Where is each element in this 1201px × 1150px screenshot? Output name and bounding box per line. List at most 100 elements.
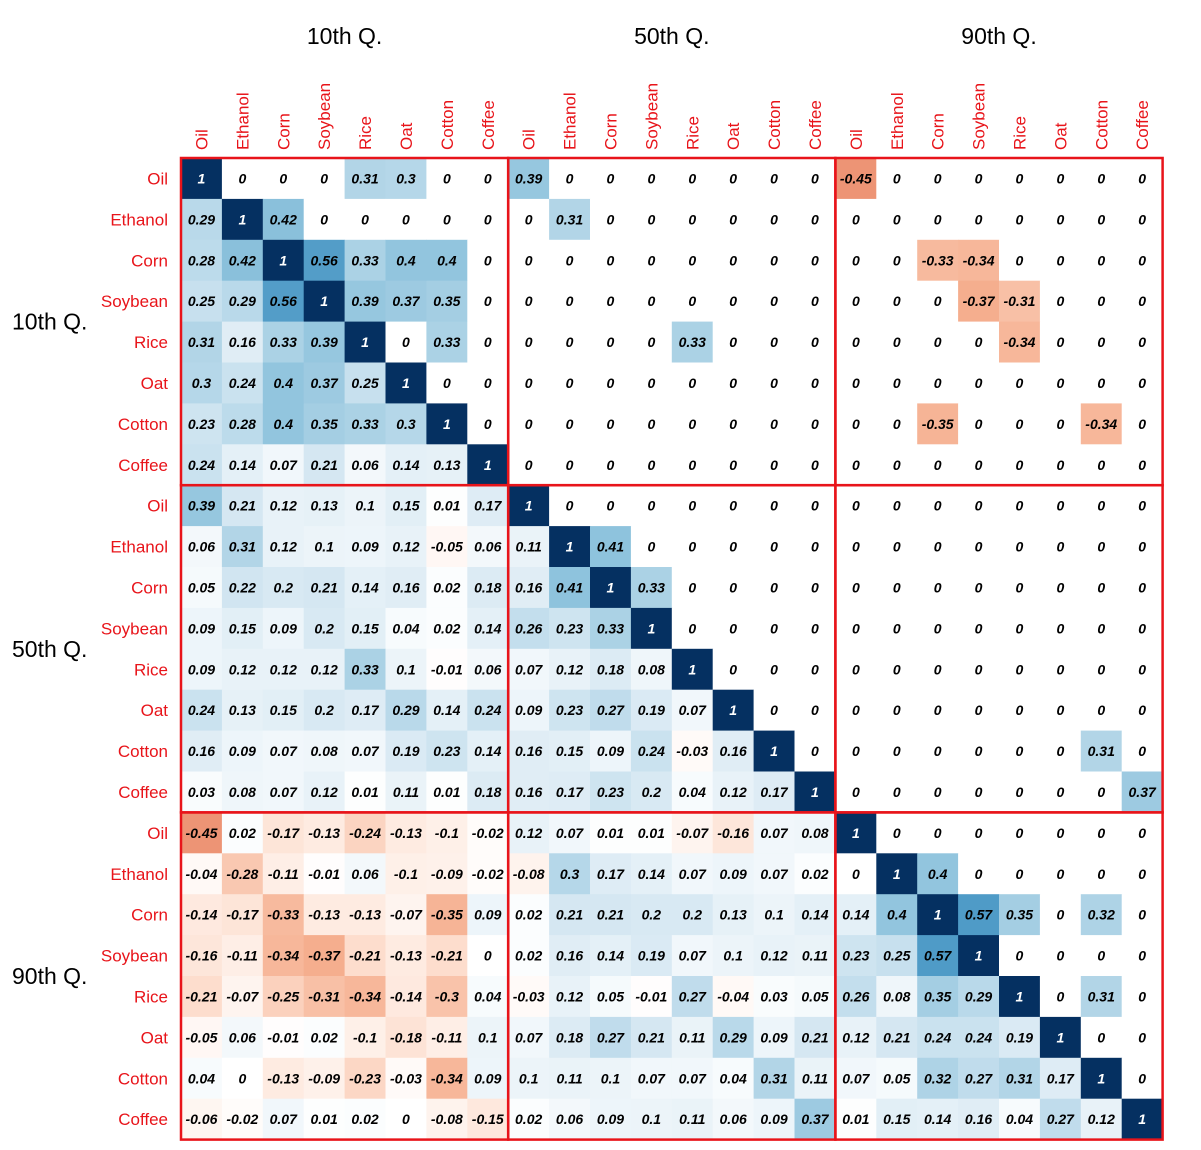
cell-value-label: 0 xyxy=(566,498,574,514)
heatmap-cell xyxy=(630,976,673,1018)
cell-value-label: 0.08 xyxy=(638,661,665,677)
heatmap-cell xyxy=(958,485,1000,527)
cell-value-label: 0.11 xyxy=(556,1070,582,1086)
heatmap-cell xyxy=(917,239,959,282)
heatmap-cell xyxy=(181,976,223,1018)
cell-value-label: 0 xyxy=(975,334,983,350)
heatmap-cell xyxy=(835,648,877,691)
heatmap-cell xyxy=(1039,976,1082,1018)
heatmap-cell xyxy=(1080,198,1123,241)
row-label: Soybean xyxy=(101,619,168,638)
cell-value-label: 0.03 xyxy=(760,988,787,1004)
cell-value-label: -0.1 xyxy=(435,825,459,841)
heatmap-cell xyxy=(385,280,427,322)
cell-value-label: 0 xyxy=(607,375,615,391)
cell-value-label: 0.14 xyxy=(433,702,460,718)
heatmap-cell-values: 1 0 0 0 0.31 0.3 0 0 0.39 0 0 0 0 0 0 0 -0.45 0 0 0 0 0 0 00.29… xyxy=(185,170,1156,1127)
cell-value-label: 0.26 xyxy=(842,988,869,1004)
heatmap-cell xyxy=(1080,730,1123,772)
cell-value-label: 0 xyxy=(811,743,819,759)
heatmap-cell xyxy=(999,853,1041,895)
heatmap-cell xyxy=(508,935,550,977)
cell-value-label: 0 xyxy=(893,211,901,227)
cell-value-label: 0 xyxy=(811,334,819,350)
heatmap-cell xyxy=(1039,567,1082,609)
heatmap-cell xyxy=(344,648,386,691)
heatmap-cell xyxy=(1080,485,1123,527)
heatmap-cell xyxy=(549,771,591,813)
cell-value-label: 0.4 xyxy=(274,375,294,391)
heatmap-cell xyxy=(303,567,345,609)
column-block-title: 10th Q. xyxy=(307,23,382,49)
cell-value-label: -0.08 xyxy=(513,866,545,882)
cell-value-label: 0 xyxy=(1138,702,1146,718)
cell-value-label: 0 xyxy=(811,539,819,555)
heatmap-cell xyxy=(794,239,836,282)
cell-value-label: -0.04 xyxy=(717,988,749,1004)
cell-value-label: -0.45 xyxy=(185,825,217,841)
heatmap-cell xyxy=(1039,158,1082,200)
heatmap-cell xyxy=(221,198,264,241)
column-label: Rice xyxy=(356,116,375,150)
heatmap-cell xyxy=(671,853,714,895)
cell-value-label: 0 xyxy=(1016,866,1024,882)
cell-value-label: -0.13 xyxy=(349,907,381,923)
cell-value-label: 0.12 xyxy=(556,661,583,677)
heatmap-cell xyxy=(508,362,550,404)
heatmap-cell xyxy=(221,648,264,691)
heatmap-cell xyxy=(181,526,223,568)
heatmap-cell xyxy=(876,321,918,363)
cell-value-label: 0 xyxy=(1097,948,1105,964)
heatmap-cell xyxy=(917,607,959,650)
heatmap-cell xyxy=(385,1057,427,1100)
heatmap-cell xyxy=(835,607,877,650)
cell-value-label: 0 xyxy=(607,293,615,309)
cell-value-label: 0.2 xyxy=(314,702,334,718)
cell-value-label: -0.07 xyxy=(676,825,709,841)
cell-value-label: 0.4 xyxy=(887,907,907,923)
heatmap-cell xyxy=(508,239,550,282)
cell-value-label: 0 xyxy=(1097,498,1105,514)
heatmap-cell xyxy=(590,730,632,772)
cell-value-label: -0.13 xyxy=(308,825,340,841)
cell-value-label: 0.16 xyxy=(720,743,747,759)
cell-value-label: 0 xyxy=(729,375,737,391)
heatmap-cell xyxy=(794,648,836,691)
heatmap-cell xyxy=(753,648,795,691)
heatmap-cell xyxy=(344,607,386,650)
cell-value-label: 0 xyxy=(934,457,942,473)
heatmap-cell xyxy=(876,1057,918,1100)
heatmap-cell xyxy=(549,935,591,977)
heatmap-cell xyxy=(221,894,264,936)
cell-value-label: 0.16 xyxy=(229,334,256,350)
cell-value-label: 0.11 xyxy=(393,784,419,800)
heatmap-cell xyxy=(385,158,427,200)
cell-value-label: 0 xyxy=(1016,948,1024,964)
heatmap-cell xyxy=(1080,976,1123,1018)
heatmap-cell xyxy=(712,894,754,936)
cell-value-label: 0 xyxy=(893,252,901,268)
heatmap-cell xyxy=(262,1098,305,1140)
cell-value-label: 1 xyxy=(525,498,533,514)
heatmap-cell xyxy=(303,1057,345,1100)
cell-value-label: -0.15 xyxy=(472,1111,504,1127)
heatmap-cell xyxy=(671,689,714,731)
heatmap-cell xyxy=(385,198,427,241)
cell-value-label: 0.07 xyxy=(351,743,379,759)
heatmap-cell xyxy=(794,607,836,650)
cell-value-label: 0 xyxy=(934,211,942,227)
cell-value-label: 0.14 xyxy=(392,457,419,473)
heatmap-cell xyxy=(344,444,386,486)
cell-value-label: 0 xyxy=(525,334,533,350)
cell-value-label: 0 xyxy=(770,457,778,473)
row-block-title: 10th Q. xyxy=(12,309,87,335)
heatmap-cell xyxy=(262,689,305,731)
heatmap-cell xyxy=(712,362,754,404)
heatmap-cell xyxy=(549,567,591,609)
cell-value-label: 0 xyxy=(566,375,574,391)
cell-value-label: 0.12 xyxy=(311,784,338,800)
cell-value-label: 1 xyxy=(893,866,901,882)
cell-value-label: 0.14 xyxy=(229,457,256,473)
cell-value-label: 0.12 xyxy=(270,661,297,677)
cell-value-label: 0 xyxy=(1097,620,1105,636)
